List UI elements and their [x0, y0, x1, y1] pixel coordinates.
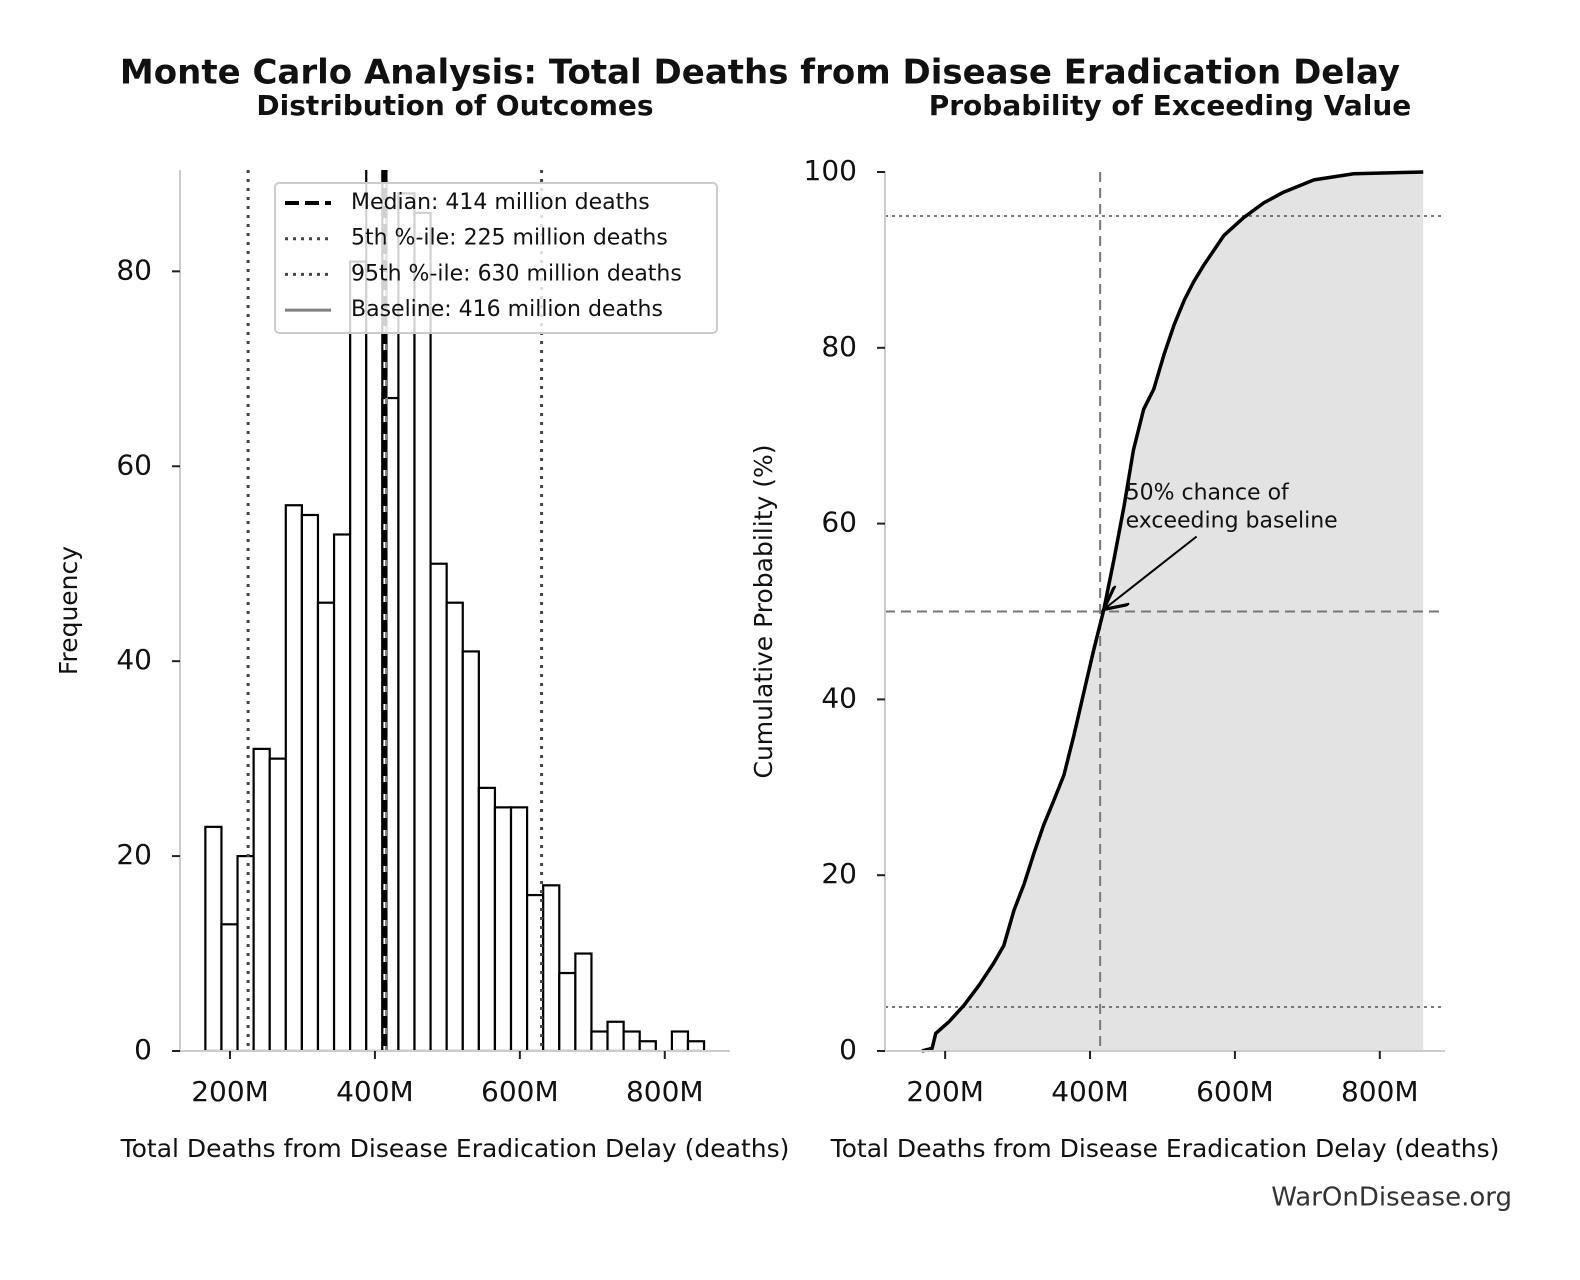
bar: [493, 806, 513, 1051]
figure-title: Monte Carlo Analysis: Total Deaths from …: [120, 53, 1400, 93]
bar: [590, 1030, 609, 1051]
line: [921, 170, 1424, 1053]
bar: [429, 562, 448, 1051]
y-axis-label: Frequency: [54, 546, 83, 675]
y-tick-label: 0: [839, 1033, 857, 1066]
annotation-text: exceeding baseline: [1126, 509, 1338, 534]
area: [921, 172, 1424, 1051]
y-tick-label: 0: [134, 1033, 152, 1066]
y-axis-label: Cumulative Probability (%): [749, 445, 778, 779]
y-tick-label: 40: [116, 643, 152, 676]
bar: [686, 1040, 706, 1051]
subplot-title: Distribution of Outcomes: [256, 89, 653, 122]
footer: WarOnDisease.org: [1271, 1183, 1512, 1213]
bars: [204, 170, 706, 1051]
y-tick-label: 80: [116, 253, 152, 286]
legend-box: [274, 182, 718, 334]
bar: [509, 806, 529, 1051]
y-tick-label: 20: [116, 838, 152, 871]
y-tick-label: 40: [821, 681, 857, 714]
legend-label: Median: 414 million deaths: [351, 190, 650, 215]
x-tick-label: 800M: [626, 1075, 704, 1108]
x-tick-label: 600M: [481, 1075, 559, 1108]
x-tick-label: 200M: [906, 1075, 984, 1108]
bar: [558, 971, 577, 1051]
bar: [204, 825, 223, 1051]
x-tick-label: 400M: [336, 1075, 414, 1108]
bar: [461, 650, 480, 1051]
x-tick-label: 400M: [1051, 1075, 1129, 1108]
legend-label: 95th %-ile: 630 million deaths: [351, 261, 682, 286]
y-tick-label: 80: [821, 330, 857, 363]
y-tick-label: 20: [821, 857, 857, 890]
bar: [268, 757, 287, 1051]
x-tick-label: 800M: [1341, 1075, 1419, 1108]
bar: [574, 952, 593, 1051]
x-tick-label: 200M: [191, 1075, 269, 1108]
subplot-title: Probability of Exceeding Value: [929, 89, 1412, 122]
x-tick-label: 600M: [1196, 1075, 1274, 1108]
x-axis-label: Total Deaths from Disease Eradication De…: [830, 1134, 1500, 1163]
bar: [284, 504, 303, 1051]
y-tick-label: 60: [821, 506, 857, 539]
y-tick-label: 60: [116, 448, 152, 481]
annotation-text: 50% chance of: [1126, 481, 1290, 506]
bar: [622, 1030, 641, 1051]
bar: [477, 786, 497, 1051]
legend-label: 5th %-ile: 225 million deaths: [351, 226, 668, 251]
bar: [670, 1030, 690, 1051]
bar: [542, 884, 561, 1051]
y-tick-label: 100: [804, 154, 857, 187]
x-axis-label: Total Deaths from Disease Eradication De…: [120, 1134, 790, 1163]
bar: [638, 1040, 657, 1051]
bar: [252, 747, 271, 1051]
bar: [316, 601, 336, 1051]
bar: [236, 854, 255, 1051]
annotation-arrow: [1104, 535, 1198, 610]
bar: [445, 601, 464, 1051]
bar: [220, 923, 239, 1051]
bar: [300, 513, 320, 1051]
bar: [606, 1020, 625, 1051]
legend-label: Baseline: 416 million deaths: [351, 297, 663, 322]
bar: [332, 533, 352, 1051]
bar: [413, 211, 432, 1051]
bar: [349, 260, 368, 1051]
